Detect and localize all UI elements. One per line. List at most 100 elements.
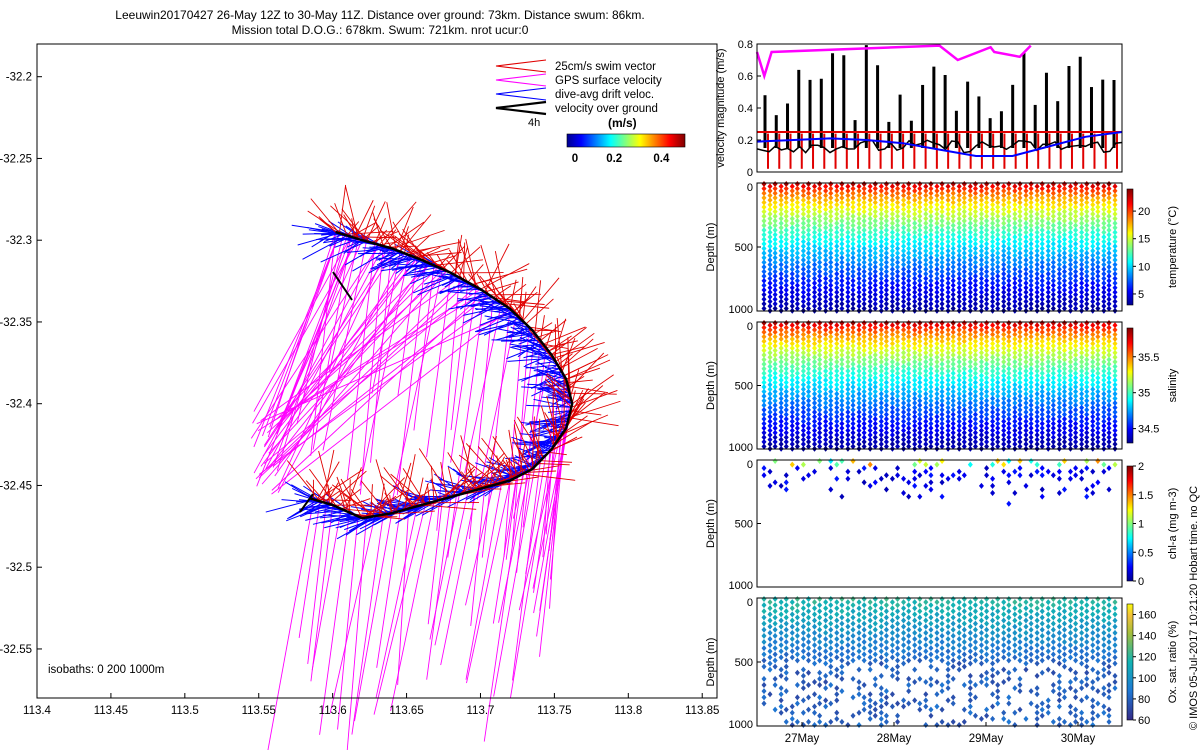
swim-vector [568, 400, 621, 419]
profile-point [800, 623, 806, 630]
profile-point [1050, 277, 1056, 284]
profile-point [845, 368, 851, 375]
profile-point [834, 266, 840, 273]
profile-point [761, 245, 767, 252]
profile-point [972, 361, 978, 368]
profile-point [895, 287, 901, 294]
profile-point [990, 395, 996, 402]
profile-point [817, 263, 823, 270]
profile-point [961, 194, 967, 201]
profile-point [823, 234, 829, 241]
profile-point [950, 393, 956, 400]
profile-point [906, 273, 912, 280]
profile-point [1101, 201, 1107, 208]
profile-point [906, 236, 912, 243]
profile-point [934, 336, 940, 343]
profile-point [1073, 268, 1079, 275]
profile-point [828, 420, 834, 427]
profile-point [901, 206, 907, 213]
profile-point [1061, 300, 1067, 307]
profile-point [1017, 300, 1023, 307]
profile-point [794, 287, 800, 294]
profile-point [767, 629, 773, 636]
drift-vector [525, 413, 570, 426]
profile-point [789, 617, 795, 624]
profile-point [778, 229, 784, 236]
profile-point [878, 266, 884, 273]
profile-point [984, 438, 990, 445]
profile-point [950, 406, 956, 413]
profile-point [767, 623, 773, 630]
drift-vector [314, 506, 337, 513]
profile-point [1067, 270, 1073, 277]
profile-point [1006, 204, 1012, 211]
profile-point [767, 349, 773, 356]
profile-point [761, 342, 767, 349]
profile-point [1084, 282, 1090, 289]
profile-point [912, 247, 918, 254]
profile-point [934, 358, 940, 365]
y-tick-label: 0.4 [738, 103, 753, 115]
profile-point [767, 206, 773, 213]
profile-point [812, 390, 818, 397]
profile-point [956, 381, 962, 388]
profile-point [856, 436, 862, 443]
drift-vector [540, 388, 573, 405]
profile-point [1006, 342, 1012, 349]
profile-point [1039, 254, 1045, 261]
profile-point [1034, 331, 1040, 338]
profile-point [917, 277, 923, 284]
profile-point [872, 342, 878, 349]
profile-point [783, 250, 789, 257]
colorbar-tick-label: 2 [1138, 461, 1144, 473]
profile-point [1106, 287, 1112, 294]
profile-point [1061, 352, 1067, 359]
profile-point [1056, 234, 1062, 241]
profile-point [956, 247, 962, 254]
profile-point [934, 368, 940, 375]
profile-point [823, 381, 829, 388]
drift-vector [520, 421, 567, 429]
profile-point [945, 386, 951, 393]
profile-point [945, 475, 951, 482]
profile-point [956, 206, 962, 213]
profile-point [783, 236, 789, 243]
profile-point [772, 240, 778, 247]
profile-point [1034, 210, 1040, 217]
profile-point [812, 206, 818, 213]
profile-point [1112, 345, 1118, 352]
profile-point [912, 289, 918, 296]
profile-point [928, 338, 934, 345]
profile-point [1079, 441, 1085, 448]
profile-point [1067, 206, 1073, 213]
profile-point [839, 614, 845, 621]
profile-point [812, 404, 818, 411]
profile-point [839, 305, 845, 312]
profile-point [1017, 472, 1023, 479]
profile-point [800, 266, 806, 273]
profile-point [1023, 252, 1029, 259]
profile-point [845, 183, 851, 190]
profile-point [861, 231, 867, 238]
profile-point [778, 298, 784, 305]
profile-point [1001, 266, 1007, 273]
profile-point [794, 236, 800, 243]
profile-point [1067, 432, 1073, 439]
profile-point [856, 345, 862, 352]
profile-point [767, 215, 773, 222]
profile-point [895, 268, 901, 275]
profile-point [806, 324, 812, 331]
profile-point [1106, 374, 1112, 381]
profile-point [839, 277, 845, 284]
profile-point [772, 245, 778, 252]
profile-point [856, 418, 862, 425]
profile-point [1112, 238, 1118, 245]
profile-point [1079, 395, 1085, 402]
drift-vector [315, 237, 355, 240]
swim-vector [350, 236, 397, 239]
profile-point [934, 183, 940, 190]
profile-point [967, 409, 973, 416]
profile-point [984, 259, 990, 266]
profile-point [978, 215, 984, 222]
